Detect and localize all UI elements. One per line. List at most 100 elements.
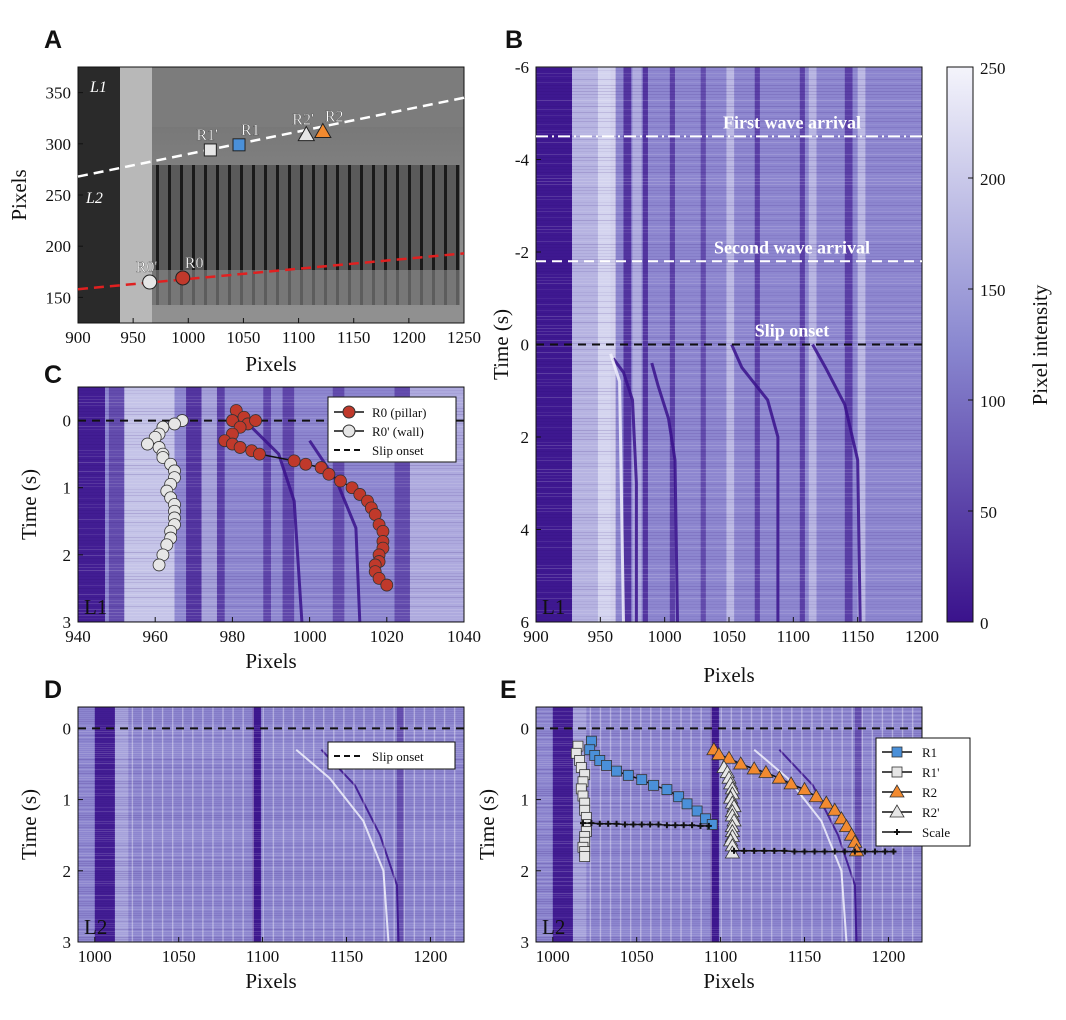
data-point-r1 [648, 779, 659, 791]
legend-label: R1' [922, 765, 940, 780]
heatmap-row-texture [78, 733, 464, 734]
heatmap-stripe [302, 707, 305, 942]
heatmap-row-texture [78, 561, 464, 562]
heatmap-stripe [433, 707, 436, 942]
heatmap-row-texture [536, 199, 922, 200]
heatmap-row-texture [78, 839, 464, 840]
heatmap-row-texture [536, 124, 922, 125]
heatmap-row-texture [78, 859, 464, 860]
heatmap-row-texture [536, 861, 922, 862]
marker-R2' [297, 125, 316, 142]
heatmap-shifted-feature [609, 353, 625, 623]
heatmap-row-texture [536, 863, 922, 864]
heatmap-row-texture [78, 829, 464, 830]
heatmap-row-texture [536, 196, 922, 197]
heatmap-row-texture [78, 423, 464, 424]
heatmap-row-texture [536, 713, 922, 714]
heatmap-row-texture [78, 773, 464, 774]
heatmap-row-texture [536, 193, 922, 194]
heatmap-row-texture [78, 438, 464, 439]
heatmap-stripe [182, 707, 184, 942]
heatmap-row-texture [78, 492, 464, 493]
heatmap-row-texture [536, 421, 922, 422]
photo-dark-column [78, 67, 128, 323]
data-point-scale [791, 848, 798, 855]
heatmap-row-texture [78, 615, 464, 616]
legend-label: R2' [922, 805, 940, 820]
line-L1-label: L1 [89, 79, 107, 96]
heatmap-row-texture [536, 889, 922, 890]
heatmap-row-texture [78, 937, 464, 938]
heatmap-row-texture [536, 328, 922, 329]
heatmap-row-texture [536, 379, 922, 380]
heatmap-row-texture [536, 517, 922, 518]
heatmap-row-texture [536, 265, 922, 266]
heatmap-shifted-feature [650, 362, 679, 623]
heatmap-row-texture [536, 717, 922, 718]
heatmap-row-texture [78, 600, 464, 601]
heatmap-row-texture [536, 469, 922, 470]
heatmap-row-texture [536, 277, 922, 278]
heatmap-row-texture [536, 592, 922, 593]
heatmap-row-texture [536, 893, 922, 894]
data-point-scale [851, 848, 858, 855]
colorbar-tick-label: 250 [980, 59, 1006, 78]
heatmap-row-texture [536, 562, 922, 563]
data-point-r2 [711, 746, 727, 761]
heatmap-row-texture [78, 879, 464, 880]
heatmap-row-texture [536, 478, 922, 479]
data-point-r0 [253, 447, 266, 461]
heatmap-stripe [171, 707, 174, 942]
heatmap-shifted-feature [320, 749, 400, 943]
heatmap-row-texture [78, 827, 464, 828]
heatmap-row-texture [536, 250, 922, 251]
data-point-r2 [758, 764, 774, 778]
heatmap-row-texture [536, 217, 922, 218]
heatmap-row-texture [78, 465, 464, 466]
heatmap-row-texture [536, 211, 922, 212]
heatmap-row-texture [78, 791, 464, 792]
heatmap-row-texture [536, 559, 922, 560]
heatmap-row-texture [78, 761, 464, 762]
heatmap-row-texture [78, 745, 464, 746]
heatmap-row-texture [78, 803, 464, 804]
heatmap-row-texture [78, 841, 464, 842]
heatmap-row-texture [78, 891, 464, 892]
heatmap-row-texture [78, 609, 464, 610]
x-tick-label: 1050 [620, 947, 654, 966]
heatmap-stripe [292, 707, 295, 942]
heatmap-row-texture [536, 502, 922, 503]
data-point-r2 [827, 802, 843, 816]
legend-label: Slip onset [372, 749, 424, 764]
marker-R0' [142, 274, 158, 290]
heatmap-row-texture [536, 301, 922, 302]
heatmap-row-texture [536, 865, 922, 866]
heatmap-row-texture [536, 121, 922, 122]
heatmap-row-texture [536, 271, 922, 272]
legend-marker [342, 424, 356, 438]
heatmap-row-texture [536, 412, 922, 413]
x-tick-label: 1200 [413, 947, 447, 966]
heatmap-row-texture [536, 445, 922, 446]
heatmap-row-texture [536, 454, 922, 455]
x-axis-label: Pixels [245, 352, 296, 376]
legend-marker [342, 405, 356, 419]
marker-label: R0' [136, 259, 158, 276]
data-point-r0prime [141, 437, 154, 451]
heatmap-row-texture [536, 325, 922, 326]
heatmap-row-texture [536, 821, 922, 822]
y-tick-label: 300 [46, 135, 72, 154]
heatmap-row-texture [536, 499, 922, 500]
y-tick-label: 150 [46, 288, 72, 307]
data-point-scale [605, 820, 612, 827]
heatmap-row-texture [78, 408, 464, 409]
heatmap-row-texture [78, 929, 464, 930]
heatmap-row-texture [78, 851, 464, 852]
heatmap-row-texture [78, 483, 464, 484]
heatmap-row-texture [78, 429, 464, 430]
heatmap-shifted-feature [611, 357, 638, 622]
heatmap-row-texture [78, 915, 464, 916]
heatmap-row-texture [78, 923, 464, 924]
x-tick-label: 1150 [337, 328, 370, 347]
heatmap-dark-band [78, 387, 106, 622]
